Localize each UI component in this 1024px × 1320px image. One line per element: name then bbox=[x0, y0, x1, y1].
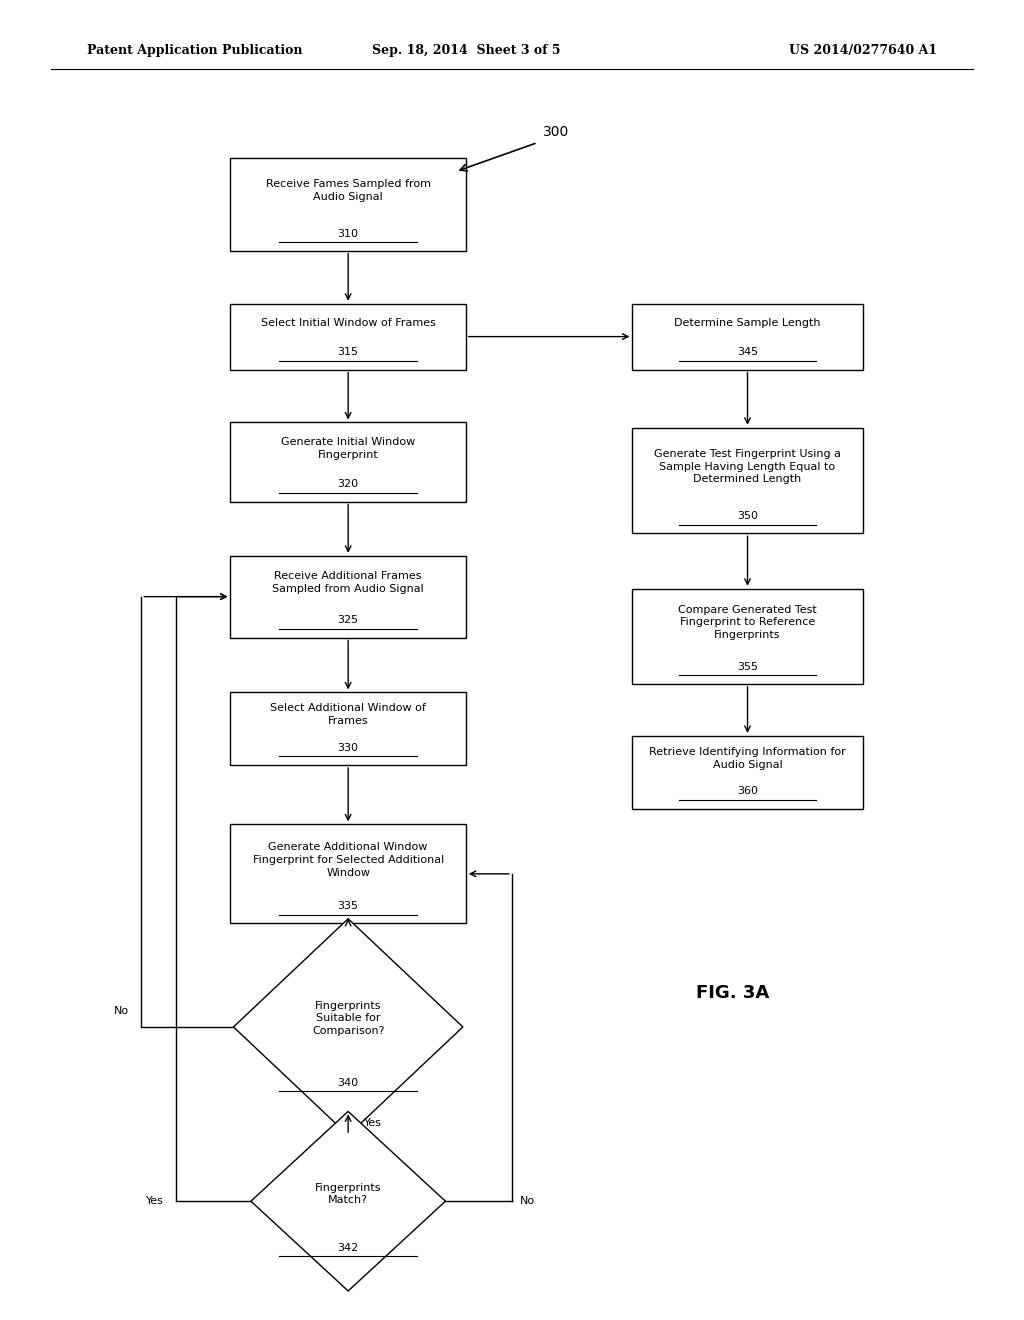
Text: Generate Additional Window
Fingerprint for Selected Additional
Window: Generate Additional Window Fingerprint f… bbox=[253, 842, 443, 878]
Polygon shape bbox=[233, 919, 463, 1135]
Bar bbox=[632, 428, 862, 533]
Bar bbox=[230, 304, 466, 370]
Bar bbox=[632, 737, 862, 808]
Text: No: No bbox=[520, 1196, 536, 1206]
Bar bbox=[230, 824, 466, 924]
Text: Determine Sample Length: Determine Sample Length bbox=[674, 318, 821, 327]
Text: 345: 345 bbox=[737, 347, 758, 358]
Bar bbox=[230, 692, 466, 766]
Text: FIG. 3A: FIG. 3A bbox=[695, 983, 769, 1002]
Text: 342: 342 bbox=[338, 1243, 358, 1253]
Text: US 2014/0277640 A1: US 2014/0277640 A1 bbox=[788, 44, 937, 57]
Text: 310: 310 bbox=[338, 228, 358, 239]
Text: Sep. 18, 2014  Sheet 3 of 5: Sep. 18, 2014 Sheet 3 of 5 bbox=[372, 44, 560, 57]
Text: 330: 330 bbox=[338, 743, 358, 752]
Text: Generate Test Fingerprint Using a
Sample Having Length Equal to
Determined Lengt: Generate Test Fingerprint Using a Sample… bbox=[654, 449, 841, 484]
Text: Generate Initial Window
Fingerprint: Generate Initial Window Fingerprint bbox=[281, 437, 416, 459]
Text: Receive Fames Sampled from
Audio Signal: Receive Fames Sampled from Audio Signal bbox=[265, 180, 431, 202]
Text: 300: 300 bbox=[543, 125, 569, 139]
Text: 325: 325 bbox=[338, 615, 358, 626]
Text: No: No bbox=[114, 1006, 129, 1016]
Text: Fingerprints
Match?: Fingerprints Match? bbox=[315, 1183, 381, 1205]
Bar bbox=[230, 158, 466, 251]
Bar bbox=[230, 556, 466, 638]
Text: 360: 360 bbox=[737, 787, 758, 796]
Bar bbox=[632, 304, 862, 370]
Text: Yes: Yes bbox=[146, 1196, 164, 1206]
Text: Select Additional Window of
Frames: Select Additional Window of Frames bbox=[270, 704, 426, 726]
Bar bbox=[632, 589, 862, 684]
Text: Retrieve Identifying Information for
Audio Signal: Retrieve Identifying Information for Aud… bbox=[649, 747, 846, 770]
Text: 340: 340 bbox=[338, 1078, 358, 1088]
Text: Compare Generated Test
Fingerprint to Reference
Fingerprints: Compare Generated Test Fingerprint to Re… bbox=[678, 605, 817, 640]
Text: Receive Additional Frames
Sampled from Audio Signal: Receive Additional Frames Sampled from A… bbox=[272, 572, 424, 594]
Text: Fingerprints
Suitable for
Comparison?: Fingerprints Suitable for Comparison? bbox=[312, 1001, 384, 1036]
Text: Patent Application Publication: Patent Application Publication bbox=[87, 44, 302, 57]
Text: 335: 335 bbox=[338, 902, 358, 911]
Bar bbox=[230, 422, 466, 502]
Text: 315: 315 bbox=[338, 347, 358, 358]
Text: 320: 320 bbox=[338, 479, 358, 490]
Text: Select Initial Window of Frames: Select Initial Window of Frames bbox=[261, 318, 435, 327]
Text: Yes: Yes bbox=[364, 1118, 381, 1129]
Polygon shape bbox=[251, 1111, 445, 1291]
Text: 350: 350 bbox=[737, 511, 758, 521]
Text: 355: 355 bbox=[737, 661, 758, 672]
